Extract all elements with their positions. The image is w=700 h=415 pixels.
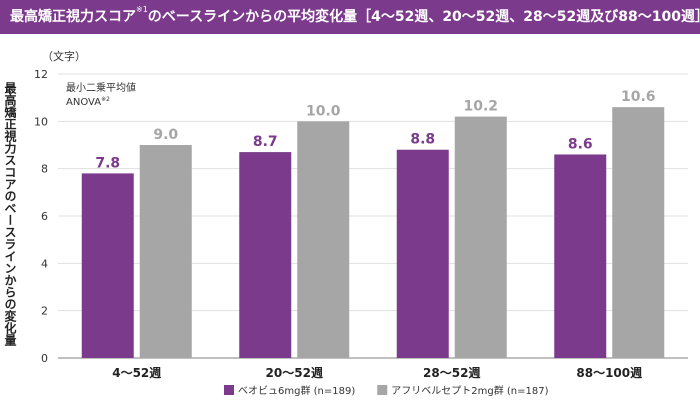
bar-value-label: 9.0 [153,127,178,143]
x-axis-categories: 4～52週 20～52週 28～52週 88～100週 [112,365,642,380]
x-category-label: 88～100週 [576,365,642,380]
legend: ベオビュ6mg群 (n=189) アフリベルセプト2mg群 (n=187) [224,384,549,397]
bar-value-label: 10.2 [463,99,498,115]
y-tick-label: 12 [34,68,48,81]
title-text-rest: のベースラインからの平均変化量［4～52週、20～52週、28～52週及び88～… [147,9,700,25]
bar-beovu [396,149,449,358]
annotation-line1: 最小二乗平均値 [66,81,136,94]
bar-aflibercept [297,121,350,358]
y-tick-label: 4 [41,257,48,270]
bar-beovu [554,154,607,358]
bar-aflibercept [139,145,192,358]
y-axis-ticks: 0 2 4 6 8 10 12 [34,68,48,365]
y-axis-label: 最高矯正視力スコアのベースラインからの変化量 [3,82,17,346]
y-tick-label: 8 [41,163,48,176]
x-category-label: 4～52週 [112,365,161,380]
y-tick-label: 6 [41,210,48,223]
bar-aflibercept [454,116,507,358]
bar-value-label: 8.7 [253,134,278,150]
bar-value-label: 7.8 [95,155,120,171]
legend-swatch [224,385,234,395]
title-text: 最高矯正視力スコア [10,9,136,25]
annotation-line2: ANOVA※2 [66,96,110,108]
y-tick-label: 10 [34,115,48,128]
y-tick-label: 0 [41,352,48,365]
bars: 7.8 9.0 8.7 10.0 8.8 10.2 8.6 10.6 [81,89,665,358]
bar-value-label: 8.8 [410,132,435,148]
annotation-anova: ANOVA [66,97,101,108]
x-category-label: 20～52週 [266,365,323,380]
bar-beovu [81,173,134,358]
bar-beovu [239,152,292,358]
y-tick-label: 2 [41,305,48,318]
y-unit-label: （文字） [42,49,86,63]
bar-chart: （文字） 最小二乗平均値 ANOVA※2 最高矯正視力スコアのベースラインからの… [3,49,688,397]
legend-swatch [377,385,388,395]
title-footnote-mark: ※1 [136,5,148,14]
annotation-footnote-mark: ※2 [101,96,110,103]
bar-value-label: 10.6 [621,89,656,105]
bar-value-label: 8.6 [568,136,593,152]
chart-title: 最高矯正視力スコア※1のベースラインからの平均変化量［4～52週、20～52週、… [0,0,700,34]
legend-label: ベオビュ6mg群 (n=189) [238,384,355,397]
legend-label: アフリベルセプト2mg群 (n=187) [391,384,548,397]
bar-aflibercept [612,107,665,358]
x-category-label: 28～52週 [423,365,480,380]
bar-value-label: 10.0 [306,103,341,119]
